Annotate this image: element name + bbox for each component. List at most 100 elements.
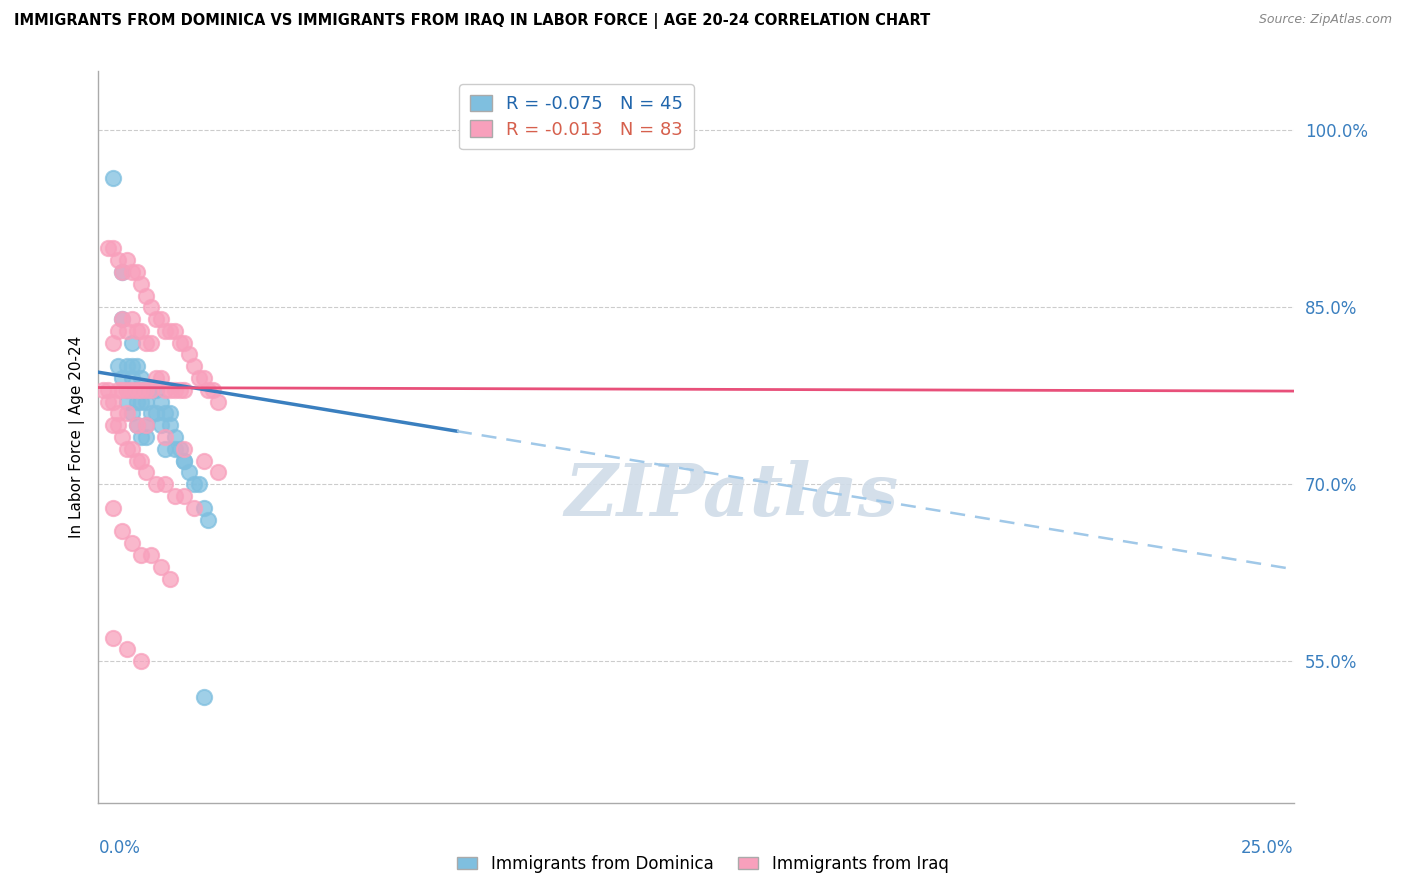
Point <box>173 453 195 467</box>
Text: Source: ZipAtlas.com: Source: ZipAtlas.com <box>1258 13 1392 27</box>
Point <box>101 418 124 433</box>
Point <box>193 690 215 704</box>
Point <box>173 453 195 467</box>
Point <box>131 430 153 444</box>
Point <box>155 407 177 421</box>
Point <box>107 407 129 421</box>
Point <box>131 453 153 467</box>
Point <box>155 383 177 397</box>
Point <box>135 418 157 433</box>
Point <box>131 654 153 668</box>
Point <box>135 383 157 397</box>
Point <box>155 442 177 456</box>
Point <box>125 418 148 433</box>
Point <box>169 383 191 397</box>
Point <box>121 335 143 350</box>
Point <box>169 442 191 456</box>
Point <box>97 394 120 409</box>
Point <box>145 312 167 326</box>
Point <box>115 407 138 421</box>
Y-axis label: In Labor Force | Age 20-24: In Labor Force | Age 20-24 <box>69 336 84 538</box>
Point <box>183 477 205 491</box>
Text: IMMIGRANTS FROM DOMINICA VS IMMIGRANTS FROM IRAQ IN LABOR FORCE | AGE 20-24 CORR: IMMIGRANTS FROM DOMINICA VS IMMIGRANTS F… <box>14 13 931 29</box>
Point <box>107 359 129 374</box>
Point <box>107 324 129 338</box>
Point <box>135 288 157 302</box>
Point <box>125 453 148 467</box>
Point <box>145 383 167 397</box>
Point <box>145 477 167 491</box>
Point <box>145 407 167 421</box>
Point <box>111 524 134 539</box>
Text: 0.0%: 0.0% <box>98 839 141 857</box>
Point <box>159 383 181 397</box>
Point <box>125 418 148 433</box>
Point <box>121 407 143 421</box>
Point <box>121 371 143 385</box>
Point <box>173 442 195 456</box>
Point <box>135 383 157 397</box>
Point <box>163 489 186 503</box>
Point <box>155 477 177 491</box>
Point <box>131 394 153 409</box>
Point <box>139 301 162 315</box>
Point <box>101 394 124 409</box>
Point <box>111 430 134 444</box>
Point <box>107 253 129 268</box>
Point <box>163 442 186 456</box>
Point <box>111 265 134 279</box>
Point <box>187 371 209 385</box>
Point <box>97 241 120 255</box>
Point <box>197 383 219 397</box>
Point <box>183 359 205 374</box>
Point <box>187 477 209 491</box>
Point <box>125 394 148 409</box>
Point <box>131 324 153 338</box>
Point <box>121 312 143 326</box>
Point <box>101 170 124 185</box>
Point <box>115 253 138 268</box>
Point <box>149 312 172 326</box>
Point <box>149 394 172 409</box>
Point <box>159 418 181 433</box>
Point <box>121 442 143 456</box>
Point <box>125 265 148 279</box>
Point <box>115 394 138 409</box>
Point <box>159 407 181 421</box>
Point <box>135 394 157 409</box>
Point <box>135 430 157 444</box>
Point <box>111 383 134 397</box>
Point <box>131 383 153 397</box>
Point <box>115 442 138 456</box>
Point <box>115 383 138 397</box>
Point <box>115 359 138 374</box>
Point <box>163 383 186 397</box>
Point <box>111 371 134 385</box>
Point <box>145 371 167 385</box>
Point <box>101 335 124 350</box>
Point <box>135 466 157 480</box>
Point <box>131 383 153 397</box>
Point <box>101 500 124 515</box>
Point <box>131 548 153 562</box>
Point <box>107 418 129 433</box>
Point <box>193 500 215 515</box>
Point <box>149 371 172 385</box>
Point <box>97 383 120 397</box>
Point <box>193 453 215 467</box>
Point <box>121 383 143 397</box>
Point <box>173 489 195 503</box>
Point <box>202 383 225 397</box>
Point <box>169 335 191 350</box>
Point <box>91 383 114 397</box>
Point <box>135 418 157 433</box>
Point <box>139 335 162 350</box>
Point <box>139 383 162 397</box>
Point <box>121 359 143 374</box>
Text: ZIPatlas: ZIPatlas <box>565 460 898 531</box>
Point <box>115 324 138 338</box>
Point <box>107 383 129 397</box>
Point <box>163 324 186 338</box>
Point <box>155 430 177 444</box>
Point <box>155 324 177 338</box>
